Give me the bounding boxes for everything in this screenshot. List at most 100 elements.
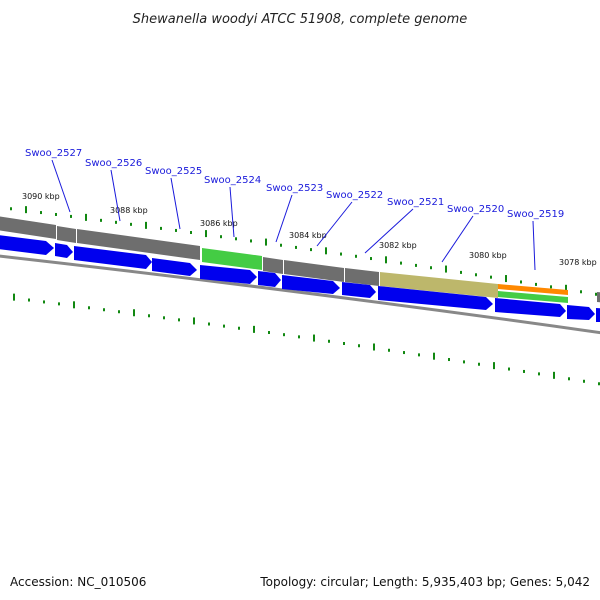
- cds-arrow[interactable]: [495, 298, 566, 317]
- feature-segment-gray[interactable]: [263, 257, 283, 274]
- inner-scale-tick: [478, 362, 480, 366]
- feature-segment-green[interactable]: [498, 291, 568, 303]
- scale-tick: [535, 282, 537, 286]
- gene-label[interactable]: Swoo_2525: [145, 166, 202, 177]
- kbp-label: 3090 kbp: [22, 192, 60, 201]
- feature-segment-gray[interactable]: [0, 215, 56, 239]
- inner-scale-tick: [418, 353, 420, 357]
- feature-segment-gray[interactable]: [284, 260, 344, 282]
- inner-scale-tick: [403, 351, 405, 355]
- inner-scale-tick: [133, 309, 135, 317]
- scale-tick: [55, 212, 57, 216]
- scale-tick: [145, 221, 147, 229]
- scale-tick: [205, 230, 207, 238]
- scale-tick: [505, 275, 507, 283]
- inner-scale-tick: [103, 308, 105, 312]
- inner-scale-tick: [148, 314, 150, 318]
- scale-tick: [490, 275, 492, 279]
- inner-scale-tick: [358, 344, 360, 348]
- inner-scale-tick: [373, 343, 375, 351]
- cds-arrow[interactable]: [567, 305, 595, 320]
- inner-scale-tick: [343, 341, 345, 345]
- feature-segment-gray[interactable]: [597, 292, 600, 303]
- scale-tick: [445, 265, 447, 273]
- scale-tick: [85, 213, 87, 221]
- feature-segment-gray[interactable]: [77, 229, 200, 260]
- scale-tick: [265, 238, 267, 246]
- scale-tick: [460, 270, 462, 274]
- gene-label[interactable]: Swoo_2523: [266, 183, 323, 194]
- cds-arrow[interactable]: [378, 286, 493, 310]
- scale-tick: [565, 284, 567, 292]
- scale-tick: [190, 231, 192, 235]
- feature-segment-gray[interactable]: [57, 226, 76, 243]
- cds-arrow[interactable]: [74, 246, 152, 269]
- scale-tick: [310, 248, 312, 252]
- gene-label[interactable]: Swoo_2519: [507, 209, 564, 220]
- inner-scale-tick: [463, 360, 465, 364]
- inner-scale-tick: [178, 318, 180, 322]
- cds-arrow[interactable]: [258, 271, 281, 287]
- inner-scale-tick: [508, 367, 510, 371]
- inner-scale-dots: [13, 293, 600, 386]
- scale-tick: [325, 247, 327, 255]
- scale-tick: [340, 252, 342, 256]
- scale-tick: [280, 243, 282, 247]
- kbp-label: 3088 kbp: [110, 206, 148, 215]
- gene-leader-line: [51, 159, 71, 213]
- accession-text: Accession: NC_010506: [10, 575, 147, 589]
- gene-leader-line: [110, 169, 121, 222]
- scale-tick: [385, 256, 387, 264]
- inner-scale-tick: [13, 293, 15, 301]
- inner-scale-tick: [313, 334, 315, 342]
- inner-scale-tick: [433, 352, 435, 360]
- inner-scale-tick: [328, 339, 330, 343]
- topology-text: Topology: circular; Length: 5,935,403 bp…: [260, 575, 590, 589]
- cds-arrow[interactable]: [152, 258, 197, 276]
- gene-leader-line: [316, 201, 353, 247]
- feature-segment-khaki[interactable]: [380, 272, 498, 298]
- gene-label[interactable]: Swoo_2526: [85, 158, 142, 169]
- scale-tick: [475, 273, 477, 277]
- scale-tick: [235, 237, 237, 241]
- inner-scale-tick: [268, 331, 270, 335]
- scale-tick: [550, 285, 552, 289]
- gene-label[interactable]: Swoo_2522: [326, 190, 383, 201]
- gene-label[interactable]: Swoo_2524: [204, 175, 261, 186]
- gene-leader-line: [170, 177, 181, 230]
- scale-tick: [160, 226, 162, 230]
- feature-segment-green[interactable]: [202, 248, 262, 270]
- scale-tick: [10, 207, 12, 211]
- inner-scale-tick: [28, 298, 30, 302]
- inner-scale-tick: [43, 300, 45, 304]
- gene-leader-line: [532, 220, 536, 271]
- inner-scale-tick: [253, 325, 255, 333]
- cds-arrow[interactable]: [55, 243, 73, 258]
- kbp-label: 3078 kbp: [559, 258, 597, 267]
- cds-arrow[interactable]: [596, 308, 600, 322]
- gene-label[interactable]: Swoo_2527: [25, 148, 82, 159]
- inner-scale-tick: [493, 362, 495, 370]
- scale-tick: [130, 222, 132, 226]
- inner-scale-tick: [538, 372, 540, 376]
- gene-label[interactable]: Swoo_2520: [447, 204, 504, 215]
- feature-segment-orange[interactable]: [498, 284, 568, 295]
- feature-segment-gray[interactable]: [345, 268, 379, 286]
- cds-arrow[interactable]: [200, 265, 257, 284]
- scale-tick: [115, 220, 117, 224]
- scale-tick: [70, 214, 72, 218]
- cds-arrow[interactable]: [282, 275, 340, 294]
- cds-arrow[interactable]: [342, 282, 376, 298]
- scale-tick: [220, 235, 222, 239]
- scale-tick: [25, 206, 27, 214]
- scale-tick: [100, 218, 102, 222]
- inner-scale-tick: [598, 382, 600, 386]
- kbp-label: 3080 kbp: [469, 251, 507, 260]
- cds-arrow[interactable]: [0, 234, 54, 255]
- inner-scale-tick: [58, 302, 60, 306]
- scale-tick: [595, 292, 597, 296]
- kbp-scale-labels: 3090 kbp 3088 kbp 3086 kbp 3084 kbp 3082 kbp…: [22, 192, 597, 267]
- inner-scale-tick: [73, 301, 75, 309]
- gene-label[interactable]: Swoo_2521: [387, 197, 444, 208]
